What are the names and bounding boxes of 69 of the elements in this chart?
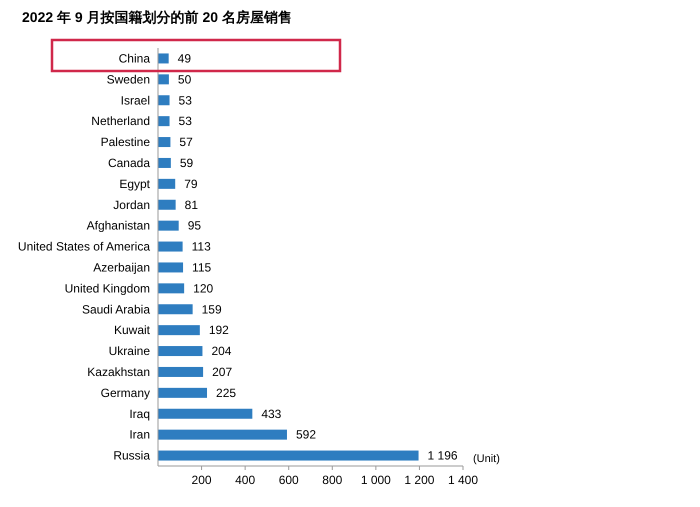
data-label: 1 196 [428, 448, 458, 463]
x-tick-label: 800 [322, 473, 343, 487]
data-label: 95 [188, 218, 202, 233]
data-label: 120 [193, 281, 214, 296]
data-label: 115 [192, 260, 212, 274]
y-tick-label: Ukraine [108, 344, 150, 358]
bar [158, 95, 170, 106]
y-tick-label: Iraq [129, 406, 150, 421]
y-tick-label: United States of America [18, 240, 150, 254]
x-tick-label: 1 000 [360, 473, 392, 487]
y-tick-label: Palestine [100, 135, 150, 150]
data-label: 113 [192, 240, 212, 254]
data-label: 192 [208, 323, 230, 338]
y-tick-label: Iran [129, 428, 150, 442]
y-tick-label: Kuwait [114, 323, 151, 338]
y-tick-label: China [118, 51, 150, 66]
bar [158, 53, 169, 64]
bar [158, 325, 200, 336]
bar [158, 388, 208, 398]
x-tick-label: 600 [278, 473, 300, 487]
y-tick-label: Jordan [113, 198, 150, 212]
bar [158, 116, 170, 126]
bar [158, 74, 169, 84]
data-label: 225 [216, 386, 236, 400]
bar [158, 283, 184, 294]
data-label: 81 [184, 198, 198, 212]
data-label: 204 [211, 344, 232, 358]
data-label: 53 [178, 93, 192, 108]
y-tick-label: Sweden [106, 72, 150, 86]
data-label: 79 [184, 176, 198, 191]
bar [158, 304, 193, 314]
bar [158, 242, 183, 252]
bar [158, 262, 184, 272]
y-tick-label: Egypt [119, 176, 151, 191]
bar [158, 366, 204, 377]
data-label: 433 [261, 406, 282, 421]
bar [158, 158, 171, 168]
y-tick-label: Canada [108, 156, 150, 170]
x-tick-label: 200 [192, 473, 212, 487]
x-axis-title: (Unit) [473, 453, 500, 465]
x-tick-label: 1 200 [404, 473, 435, 487]
data-label: 207 [212, 364, 232, 379]
data-label: 53 [178, 114, 192, 128]
bar [158, 450, 419, 461]
data-label: 592 [296, 428, 316, 442]
bar [158, 346, 202, 356]
bar [158, 200, 176, 210]
bar [158, 220, 179, 231]
bar [158, 408, 252, 419]
y-tick-label: Afghanistan [86, 218, 150, 233]
y-tick-label: United Kingdom [64, 281, 150, 296]
x-tick-label: 400 [235, 473, 256, 487]
data-label: 50 [178, 72, 192, 86]
y-tick-label: Azerbaijan [93, 260, 150, 274]
data-label: 59 [180, 156, 194, 170]
y-tick-label: Netherland [91, 114, 150, 128]
data-label: 159 [202, 302, 222, 316]
data-label: 49 [178, 51, 192, 66]
chart-title: 2022 年 9 月按国籍划分的前 20 名房屋销售 [22, 9, 292, 25]
data-label: 57 [179, 135, 194, 150]
x-tick-label: 1 400 [448, 473, 478, 487]
bar [158, 137, 170, 148]
y-tick-label: Germany [100, 386, 150, 400]
y-tick-label: Kazakhstan [87, 364, 150, 379]
y-tick-label: Russia [113, 448, 150, 463]
y-tick-label: Israel [120, 93, 150, 108]
y-tick-label: Saudi Arabia [82, 302, 150, 316]
bar [158, 430, 287, 440]
bar [158, 178, 176, 189]
